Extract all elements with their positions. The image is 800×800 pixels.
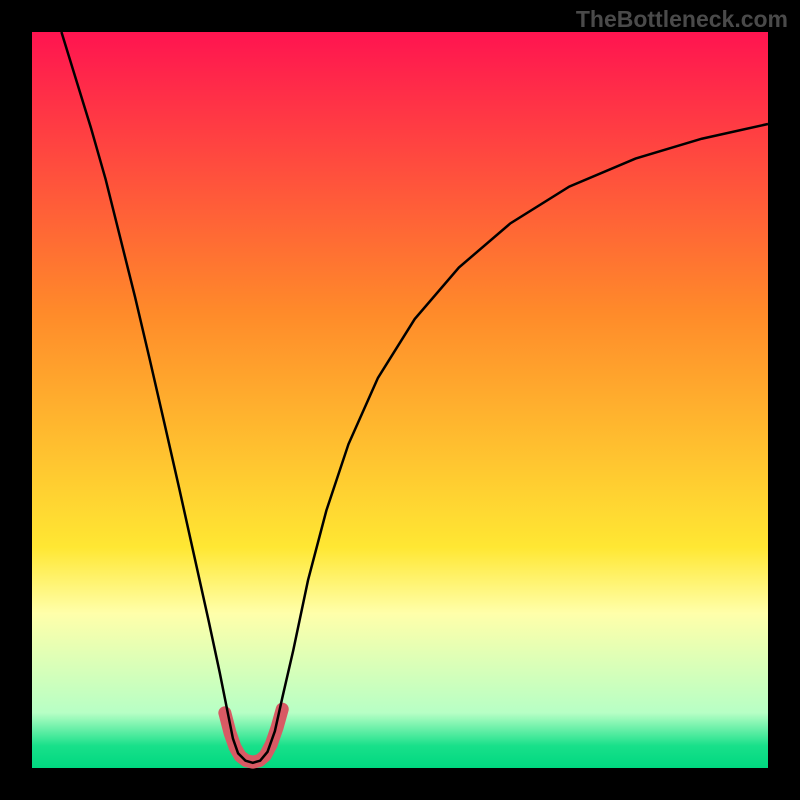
curve-svg	[32, 32, 768, 768]
main-curve	[61, 32, 768, 763]
chart-frame: TheBottleneck.com	[0, 0, 800, 800]
plot-area	[32, 32, 768, 768]
watermark-text: TheBottleneck.com	[576, 6, 788, 33]
